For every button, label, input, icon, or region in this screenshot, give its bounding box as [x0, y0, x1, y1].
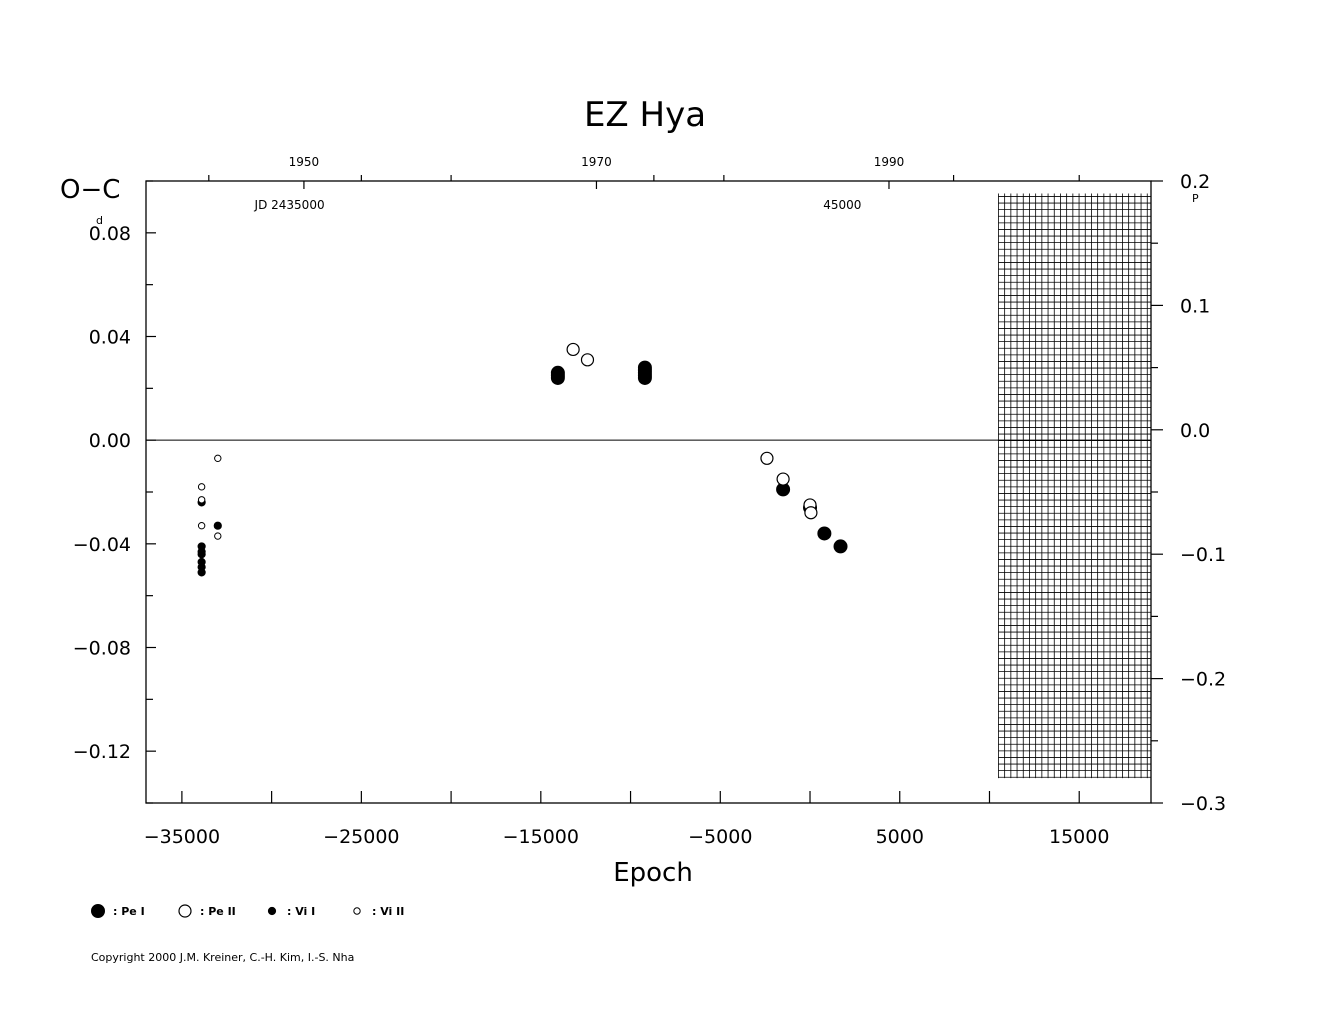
y2-tick-label: −0.3 — [1180, 793, 1226, 815]
top-axis: 1950 1970 1990 JD 2435000 45000 — [208, 155, 1080, 212]
legend-label: : Pe II — [200, 905, 236, 918]
x-tick-label: 15000 — [1049, 826, 1109, 848]
data-point — [214, 532, 222, 540]
data-points — [197, 342, 848, 577]
jd-label: JD 2435000 — [254, 198, 325, 212]
y-axis-label: O−C — [60, 175, 120, 205]
x-tick-label: −15000 — [503, 826, 579, 848]
data-point — [197, 483, 206, 491]
y2-tick-label: 0.0 — [1180, 420, 1210, 442]
y2-tick-label: −0.1 — [1180, 544, 1226, 566]
y2-tick-label: 0.1 — [1180, 295, 1210, 317]
x-axis-label: Epoch — [613, 858, 693, 888]
y-axis-unit: d — [96, 214, 103, 227]
y2-axis-unit: P — [1192, 192, 1199, 205]
jd-label: 45000 — [823, 198, 861, 212]
data-point — [197, 521, 206, 530]
legend-label: : Pe I — [113, 905, 145, 918]
hatched-region — [998, 193, 1151, 779]
legend-marker — [267, 906, 277, 916]
year-label: 1970 — [581, 155, 612, 169]
x-tick-label: 5000 — [876, 826, 924, 848]
data-point — [580, 353, 595, 367]
x-axis: −35000 −25000 −15000 −5000 5000 15000 — [144, 791, 1109, 848]
data-point — [776, 472, 790, 486]
data-point — [197, 568, 206, 577]
data-point — [214, 454, 222, 463]
legend-marker — [91, 904, 105, 918]
legend-label: : Vi I — [287, 905, 315, 918]
y-tick-label: −0.12 — [73, 741, 131, 763]
data-point — [566, 342, 580, 357]
data-point — [817, 526, 832, 541]
legend-label: : Vi II — [372, 905, 404, 918]
legend-marker — [178, 904, 192, 918]
y2-tick-label: 0.2 — [1180, 171, 1210, 193]
plot-frame — [145, 180, 1152, 804]
y-tick-label: −0.08 — [73, 638, 131, 660]
y-axis: 0.08 0.04 0.00 −0.04 −0.08 −0.12 — [73, 180, 156, 804]
y2-axis: 0.2 0.1 0.0 −0.1 −0.2 −0.3 — [1151, 171, 1226, 815]
data-point — [197, 496, 206, 504]
y2-tick-label: −0.2 — [1180, 669, 1226, 691]
x-tick-label: −35000 — [144, 826, 220, 848]
data-point — [804, 506, 818, 520]
data-point — [197, 550, 206, 559]
y-tick-label: 0.00 — [89, 430, 131, 452]
y-tick-label: −0.04 — [73, 534, 131, 556]
x-tick-label: −25000 — [323, 826, 399, 848]
legend-marker — [353, 907, 361, 915]
data-point — [760, 451, 774, 465]
data-point — [833, 539, 848, 554]
year-label: 1950 — [289, 155, 320, 169]
y-tick-label: 0.08 — [89, 223, 131, 245]
y-tick-label: 0.04 — [89, 327, 131, 349]
legend: : Pe I : Pe II : Vi I : Vi II — [91, 904, 404, 918]
chart-title: EZ Hya — [584, 95, 706, 135]
data-point — [550, 365, 565, 380]
data-point — [637, 360, 652, 375]
year-label: 1990 — [874, 155, 905, 169]
copyright-text: Copyright 2000 J.M. Kreiner, C.-H. Kim, … — [91, 951, 354, 964]
data-point — [213, 521, 222, 530]
x-tick-label: −5000 — [688, 826, 752, 848]
